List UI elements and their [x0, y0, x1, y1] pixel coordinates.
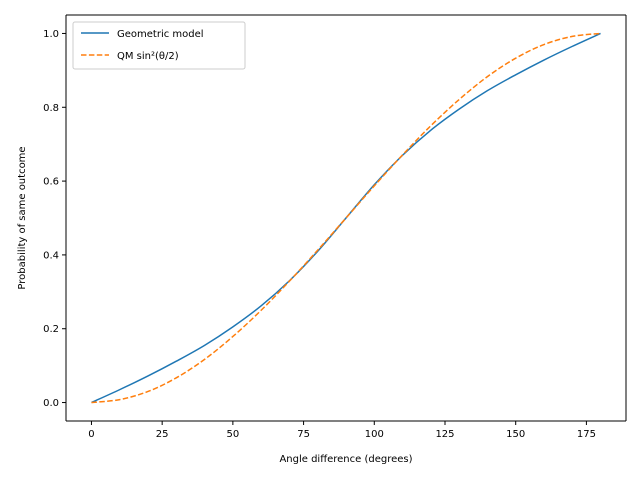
x-tick-label: 125	[435, 429, 454, 440]
series-line-geometric-model	[91, 32, 601, 404]
series-layer	[91, 32, 601, 404]
legend-box	[72, 21, 246, 70]
x-tick-label: 175	[577, 429, 596, 440]
y-tick-label: 0.8	[43, 103, 59, 114]
y-tick-label: 0.6	[43, 177, 59, 188]
y-tick-label: 0.0	[43, 398, 59, 409]
legend-label-geometric-model: Geometric model	[117, 29, 204, 40]
x-tick-label: 100	[365, 429, 384, 440]
series-line-qm	[91, 32, 601, 404]
x-tick-label: 150	[506, 429, 525, 440]
y-tick-label: 1.0	[43, 29, 59, 40]
y-axis-label: Probability of same outcome	[17, 146, 28, 289]
x-tick-label: 0	[88, 429, 94, 440]
x-tick-label: 25	[156, 429, 169, 440]
x-axis-label: Angle difference (degrees)	[279, 454, 412, 465]
x-ticks: 0 25 50 75 100 125 150 175	[88, 421, 596, 440]
x-tick-label: 50	[227, 429, 240, 440]
axes-spines	[65, 14, 627, 422]
y-tick-label: 0.2	[43, 324, 59, 335]
legend-label-qm: QM sin²(θ/2)	[117, 51, 179, 62]
legend: Geometric model QM sin²(θ/2)	[72, 21, 246, 70]
x-tick-label: 75	[297, 429, 310, 440]
y-tick-label: 0.4	[43, 250, 59, 261]
y-ticks: 0.0 0.2 0.4 0.6 0.8 1.0	[43, 29, 66, 409]
